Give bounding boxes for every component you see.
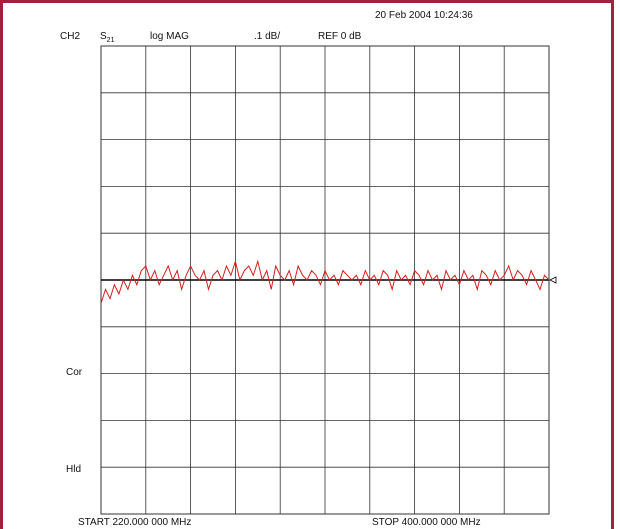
hold-status: Hld — [66, 464, 82, 475]
scale-label: .1 dB/ — [254, 31, 281, 42]
s-parameter-subscript: 21 — [106, 37, 115, 44]
start-frequency: START 220.000 000 MHz — [78, 517, 192, 528]
s-parameter-base: S — [100, 31, 107, 42]
reference-marker-icon — [549, 276, 557, 284]
correction-status: Cor — [66, 367, 83, 378]
trace-group — [100, 259, 550, 304]
reference-label: REF 0 dB — [318, 31, 362, 42]
format-label: log MAG — [150, 31, 189, 42]
stop-frequency: STOP 400.000 000 MHz — [372, 517, 481, 528]
s-parameter-label: S21 — [100, 31, 115, 45]
trace-line — [100, 259, 550, 304]
channel-label: CH2 — [60, 31, 81, 42]
timestamp: 20 Feb 2004 10:24:36 — [375, 10, 473, 21]
reference-marker-group — [549, 276, 557, 284]
